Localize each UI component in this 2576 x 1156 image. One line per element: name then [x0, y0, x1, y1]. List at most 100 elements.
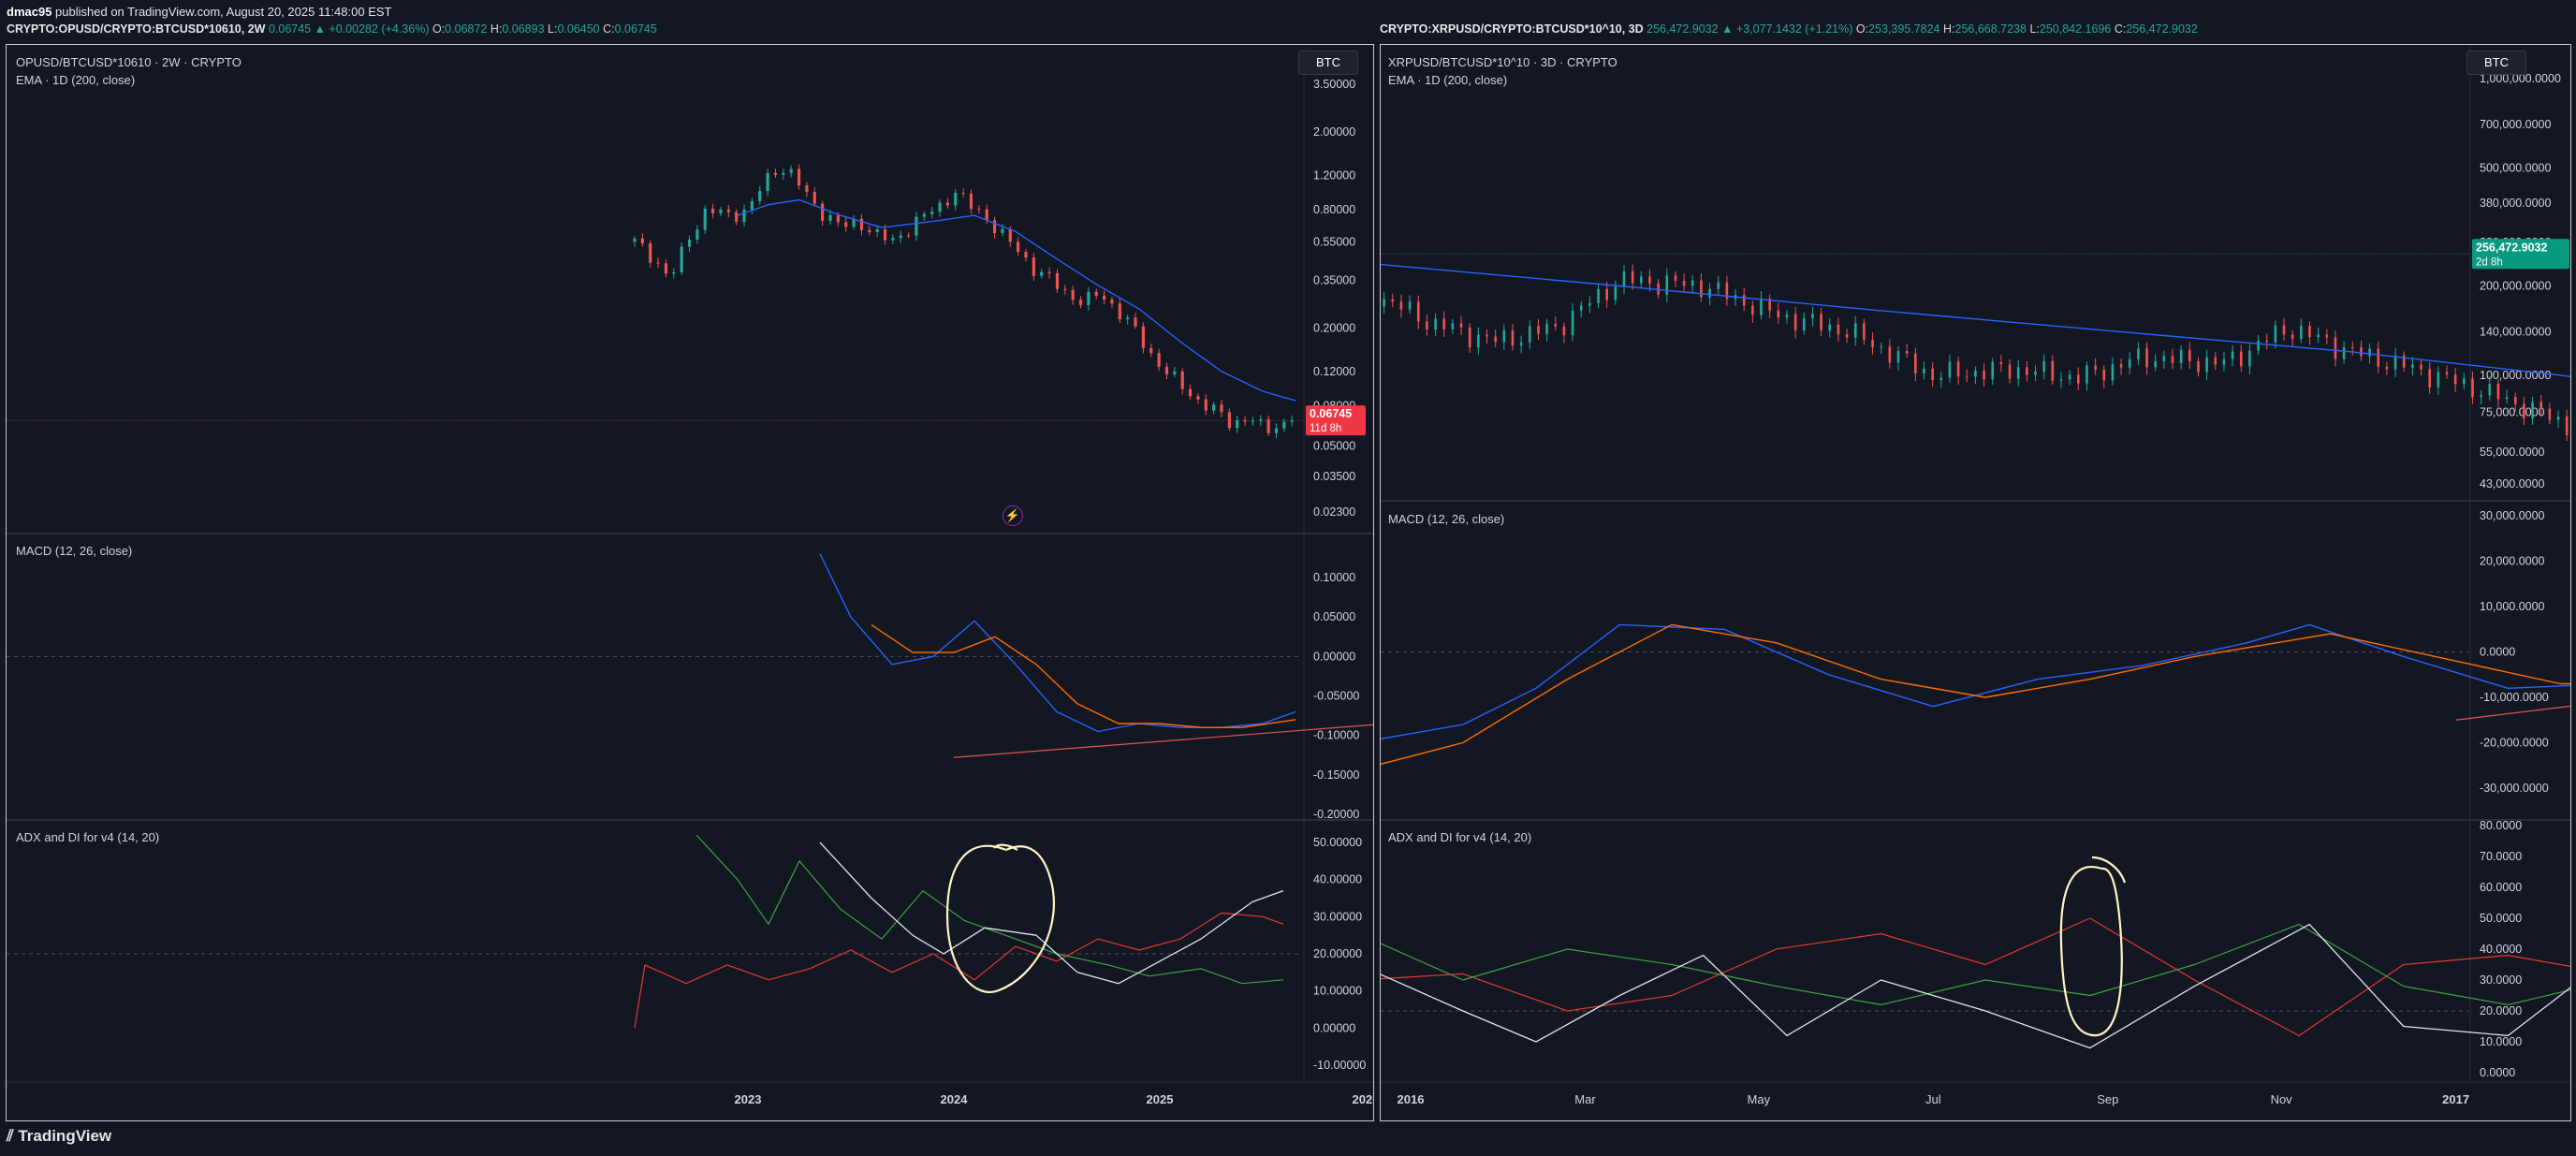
left-candle	[930, 212, 934, 214]
right-candle	[2179, 349, 2183, 363]
left-candle	[883, 229, 887, 241]
right-candle	[2265, 341, 2269, 343]
right-candle	[1622, 271, 1626, 287]
left-candle	[859, 218, 864, 230]
right-candle	[2428, 369, 2431, 388]
right-candle	[2102, 370, 2106, 381]
right-low: 250,842.1696	[2039, 22, 2112, 36]
left-candle	[821, 203, 825, 221]
right-price-y-tick-label: 43,000.0000	[2480, 477, 2545, 490]
right-candle	[2257, 341, 2260, 351]
left-currency-button[interactable]: BTC	[1298, 51, 1358, 75]
left-price-y-tick-label: 0.12000	[1313, 365, 1355, 378]
left-adx-y-tick-label: 20.00000	[1313, 947, 1362, 960]
right-candle	[1408, 301, 1412, 310]
left-candle	[773, 172, 778, 175]
right-candle	[2531, 402, 2534, 419]
left-signal-line	[871, 624, 1296, 728]
right-chart-title[interactable]: XRPUSD/BTCUSD*10^10 · 3D · CRYPTO	[1388, 55, 1617, 69]
right-ema-label[interactable]: EMA · 1D (200, close)	[1388, 73, 1508, 87]
left-macd-y-tick-label: 0.05000	[1313, 610, 1355, 623]
right-candle	[2385, 366, 2389, 370]
right-adx-label[interactable]: ADX and DI for v4 (14, 20)	[1388, 830, 1532, 844]
left-candle	[954, 193, 958, 206]
right-candle	[1451, 323, 1455, 329]
left-candle	[1032, 257, 1035, 276]
left-candle	[1204, 399, 1208, 411]
right-candle	[2086, 365, 2088, 384]
right-candle	[2300, 326, 2303, 340]
right-candle	[2051, 360, 2055, 381]
right-candle	[2420, 364, 2422, 370]
left-candle	[1243, 419, 1247, 422]
right-candle	[2239, 351, 2243, 367]
right-candle	[1502, 329, 1506, 343]
right-candle	[1442, 318, 1446, 329]
left-chart-panel[interactable]: 3.50000 2.00000 1.20000 0.80000 0.55000 0.350…	[6, 44, 1374, 1121]
left-candle	[875, 229, 879, 232]
left-candle	[805, 185, 809, 192]
right-candle	[1597, 288, 1600, 303]
right-candle	[1674, 275, 1677, 282]
right-candle	[1965, 376, 1969, 378]
right-ema-line	[1381, 263, 2570, 378]
left-macd-label[interactable]: MACD (12, 26, close)	[16, 544, 133, 558]
right-candle	[2188, 349, 2191, 362]
left-candle	[1118, 303, 1121, 320]
left-ema-label[interactable]: EMA · 1D (200, close)	[16, 73, 136, 87]
right-candle	[1614, 286, 1617, 300]
right-adx-line	[1381, 923, 2570, 1049]
right-candle	[1751, 305, 1754, 315]
left-adx-y-tick-label: 10.00000	[1313, 985, 1362, 998]
right-adx-y-tick-label: 40.0000	[2480, 943, 2522, 956]
right-candle	[2119, 364, 2123, 368]
lightning-icon[interactable]: ⚡	[1003, 505, 1023, 526]
right-chart-canvas[interactable]: 1,000,000.0000 700,000.0000 500,000.0000 38…	[1381, 45, 2570, 1120]
left-chart-title[interactable]: OPUSD/BTCUSD*10610 · 2W · CRYPTO	[16, 55, 242, 69]
left-candle	[1047, 271, 1051, 273]
right-candle	[1717, 282, 1720, 289]
left-symbol[interactable]: CRYPTO:OPUSD/CRYPTO:BTCUSD*10610, 2W	[7, 22, 266, 36]
right-candle	[1459, 323, 1463, 328]
right-candle	[2034, 372, 2037, 375]
right-currency-button[interactable]: BTC	[2466, 51, 2526, 75]
right-price-y-tick-label: 1,000,000.0000	[2480, 72, 2561, 85]
right-candle	[2411, 364, 2414, 368]
right-candle	[2488, 384, 2492, 396]
left-chart-canvas[interactable]: 3.50000 2.00000 1.20000 0.80000 0.55000 0.350…	[7, 45, 1373, 1120]
right-candle	[1768, 299, 1771, 311]
right-candle	[2137, 348, 2140, 359]
left-last-price: 0.06745	[268, 22, 312, 36]
author-name[interactable]: dmac95	[7, 5, 52, 19]
right-candle	[1690, 280, 1694, 286]
right-close: 256,472.9032	[2126, 22, 2198, 36]
right-candle	[2325, 334, 2329, 338]
left-candle	[726, 210, 730, 212]
right-candle	[2128, 359, 2131, 368]
left-candle	[703, 208, 707, 230]
left-macd-trendline	[953, 724, 1373, 758]
left-candle	[828, 214, 832, 221]
right-candle	[2205, 357, 2208, 373]
right-symbol[interactable]: CRYPTO:XRPUSD/CRYPTO:BTCUSD*10^10, 3D	[1380, 22, 1644, 36]
right-candle	[1939, 377, 1943, 381]
right-candle	[1802, 317, 1806, 331]
right-candle	[2171, 356, 2174, 363]
right-candle	[2154, 360, 2157, 368]
right-chart-panel[interactable]: 1,000,000.0000 700,000.0000 500,000.0000 38…	[1380, 44, 2571, 1121]
right-candle	[2565, 417, 2569, 435]
left-candle	[1274, 428, 1279, 433]
right-annotation-circle	[2059, 856, 2127, 1037]
left-candle	[907, 235, 911, 237]
left-candle	[1078, 300, 1083, 305]
right-macd-label[interactable]: MACD (12, 26, close)	[1388, 512, 1505, 526]
right-candle	[1896, 350, 1900, 363]
right-candle	[1820, 314, 1822, 331]
left-macd-y-tick-label: 0.10000	[1313, 571, 1355, 584]
right-candle	[2539, 402, 2543, 409]
left-adx-label[interactable]: ADX and DI for v4 (14, 20)	[16, 830, 160, 844]
right-candle	[2496, 384, 2500, 400]
left-candle	[735, 212, 739, 222]
tradingview-logo[interactable]: ⫽ TradingView	[7, 1127, 111, 1146]
left-candle	[1008, 228, 1012, 242]
